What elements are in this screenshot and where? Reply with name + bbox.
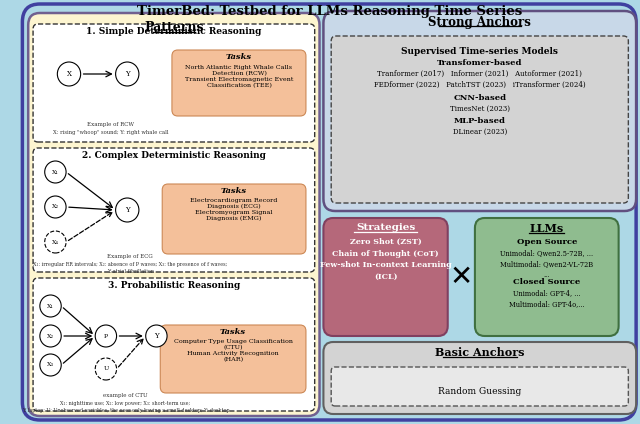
Text: 3. Probabilistic Reasoning: 3. Probabilistic Reasoning — [108, 281, 240, 290]
Circle shape — [95, 325, 116, 347]
FancyBboxPatch shape — [162, 184, 306, 254]
Circle shape — [40, 354, 61, 376]
FancyBboxPatch shape — [160, 325, 306, 393]
Circle shape — [116, 62, 139, 86]
Circle shape — [95, 358, 116, 380]
Text: North Atlantic Right Whale Calls
Detection (RCW)
Transient Electromagnetic Event: North Atlantic Right Whale Calls Detecti… — [185, 65, 293, 88]
Text: X₁: nighttime use; X₂: low power; X₃: short-term use;: X₁: nighttime use; X₂: low power; X₃: sh… — [60, 401, 190, 406]
Text: Example of ECG: Example of ECG — [108, 254, 153, 259]
Circle shape — [58, 62, 81, 86]
Text: U: U — [103, 366, 109, 371]
Text: Tasks: Tasks — [226, 53, 252, 61]
Text: X₃: X₃ — [47, 363, 54, 368]
FancyBboxPatch shape — [475, 218, 619, 336]
Text: TimerBed: Testbed for LLMs Reasoning Time Series: TimerBed: Testbed for LLMs Reasoning Tim… — [136, 5, 522, 18]
Text: Computer Type Usage Classification
(CTU)
Human Activity Recognition
(HAR): Computer Type Usage Classification (CTU)… — [173, 339, 292, 362]
FancyBboxPatch shape — [33, 24, 315, 142]
Text: Closed Source: Closed Source — [513, 278, 580, 286]
Text: MLP-based: MLP-based — [454, 117, 506, 125]
Text: Strong Anchors: Strong Anchors — [428, 16, 531, 29]
Text: Tasks: Tasks — [220, 328, 246, 336]
FancyBboxPatch shape — [323, 11, 636, 211]
Text: CNN-based: CNN-based — [453, 94, 506, 102]
FancyBboxPatch shape — [172, 50, 306, 116]
Circle shape — [40, 295, 61, 317]
Text: Electrocardiogram Record
Diagnosis (ECG)
Electromyogram Signal
Diagnosis (EMG): Electrocardiogram Record Diagnosis (ECG)… — [190, 198, 278, 221]
Text: Example of RCW: Example of RCW — [87, 122, 134, 127]
Text: Y: Y — [154, 332, 159, 340]
Text: Supervised Time-series Models: Supervised Time-series Models — [401, 47, 558, 56]
Text: Basic Anchors: Basic Anchors — [435, 347, 525, 358]
Text: Zero Shot (ZST)
Chain of Thought (CoT)
Few-shot In-context Learning
(ICL): Zero Shot (ZST) Chain of Thought (CoT) F… — [320, 238, 451, 281]
Text: Random Guessing: Random Guessing — [438, 387, 522, 396]
Text: Open Source: Open Source — [516, 238, 577, 246]
Text: Strategies: Strategies — [356, 223, 415, 232]
Text: X₂: X₂ — [47, 334, 54, 338]
FancyBboxPatch shape — [323, 342, 636, 414]
Text: Patterns: Patterns — [144, 21, 204, 34]
Text: X₁: irregular RR intervals; X₂: absence of P waves; X₃: the presence of f waves;: X₁: irregular RR intervals; X₂: absence … — [33, 262, 227, 267]
Text: X: rising "whoop" sound; Y: right whale call: X: rising "whoop" sound; Y: right whale … — [53, 130, 168, 135]
Text: X₁: X₁ — [52, 170, 59, 175]
Circle shape — [45, 196, 66, 218]
Text: example of CTU: example of CTU — [103, 393, 148, 398]
Circle shape — [146, 325, 167, 347]
Text: X₁: X₁ — [47, 304, 54, 309]
Text: Tasks: Tasks — [221, 187, 247, 195]
Text: ✕: ✕ — [450, 263, 473, 291]
Text: LLMs: LLMs — [530, 223, 564, 234]
FancyBboxPatch shape — [22, 4, 636, 420]
FancyBboxPatch shape — [331, 367, 628, 406]
Circle shape — [45, 231, 66, 253]
Text: Y: Y — [125, 70, 130, 78]
FancyBboxPatch shape — [331, 36, 628, 203]
FancyBboxPatch shape — [33, 148, 315, 272]
Text: 1. Simple Deterministic Reasoning: 1. Simple Deterministic Reasoning — [86, 27, 262, 36]
Text: P: P — [104, 334, 108, 338]
Text: Tranformer (2017)   Informer (2021)   Autoformer (2021): Tranformer (2017) Informer (2021) Autofo… — [378, 70, 582, 78]
Text: X₂: X₂ — [52, 204, 59, 209]
Text: FEDformer (2022)   PatchTST (2023)   iTransformer (2024): FEDformer (2022) PatchTST (2023) iTransf… — [374, 81, 586, 89]
Circle shape — [40, 325, 61, 347]
Text: X₄: X₄ — [52, 240, 59, 245]
Text: TimesNet (2023): TimesNet (2023) — [450, 105, 510, 113]
Text: Y: atrial fibrillation: Y: atrial fibrillation — [107, 269, 154, 274]
Text: X: X — [67, 70, 72, 78]
Text: Y: laptop; U: Unobserved variables, the user only having a small desktop; Y: des: Y: laptop; U: Unobserved variables, the … — [22, 408, 229, 413]
FancyBboxPatch shape — [33, 278, 315, 411]
FancyBboxPatch shape — [28, 13, 319, 416]
Text: Transfomer-based: Transfomer-based — [437, 59, 522, 67]
Text: Unimodal: Qwen2.5-72B, ...
Multimodal: Qwen2-VL-72B
...: Unimodal: Qwen2.5-72B, ... Multimodal: Q… — [500, 249, 593, 279]
FancyBboxPatch shape — [323, 218, 448, 336]
Text: DLinear (2023): DLinear (2023) — [452, 128, 507, 136]
Circle shape — [45, 161, 66, 183]
Text: Unimodal: GPT-4, ...
Multimodal: GPT-4o,...: Unimodal: GPT-4, ... Multimodal: GPT-4o,… — [509, 289, 584, 308]
Circle shape — [116, 198, 139, 222]
Text: Y: Y — [125, 206, 130, 214]
Text: 2. Complex Deterministic Reasoning: 2. Complex Deterministic Reasoning — [82, 151, 266, 160]
